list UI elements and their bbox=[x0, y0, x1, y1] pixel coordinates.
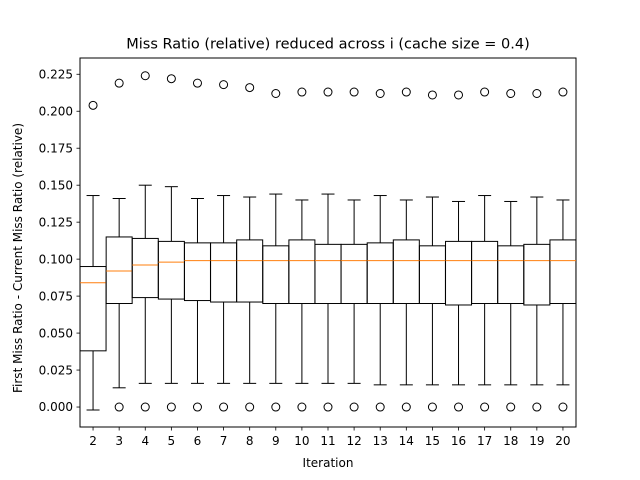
flier-point bbox=[532, 88, 542, 98]
flier-point bbox=[558, 402, 568, 412]
box bbox=[314, 243, 342, 305]
x-tick-label: 16 bbox=[451, 434, 466, 448]
flier-point bbox=[506, 402, 516, 412]
flier-point bbox=[454, 402, 464, 412]
flier-point bbox=[271, 402, 281, 412]
box bbox=[497, 245, 525, 305]
box bbox=[236, 239, 264, 303]
flier-point bbox=[192, 78, 202, 88]
x-tick-label: 4 bbox=[141, 434, 149, 448]
x-tick-label: 19 bbox=[529, 434, 544, 448]
y-tick-label: 0.200 bbox=[39, 104, 73, 118]
y-tick-label: 0.050 bbox=[39, 326, 73, 340]
x-tick-label: 10 bbox=[294, 434, 309, 448]
flier-point bbox=[166, 74, 176, 84]
flier-point bbox=[219, 402, 229, 412]
box bbox=[157, 240, 185, 300]
flier-point bbox=[375, 88, 385, 98]
x-tick-label: 9 bbox=[272, 434, 280, 448]
box bbox=[79, 266, 107, 352]
x-tick-label: 17 bbox=[477, 434, 492, 448]
box bbox=[210, 242, 238, 303]
flier-point bbox=[349, 402, 359, 412]
y-tick-label: 0.125 bbox=[39, 215, 73, 229]
x-tick-label: 6 bbox=[194, 434, 202, 448]
box bbox=[523, 243, 551, 306]
y-tick-label: 0.000 bbox=[39, 400, 73, 414]
y-tick-label: 0.175 bbox=[39, 141, 73, 155]
flier-point bbox=[375, 402, 385, 412]
flier-point bbox=[166, 402, 176, 412]
flier-point bbox=[532, 402, 542, 412]
flier-point bbox=[219, 80, 229, 90]
box bbox=[392, 239, 420, 305]
x-tick-label: 5 bbox=[168, 434, 176, 448]
x-axis-title: Iteration bbox=[303, 456, 354, 470]
x-tick-label: 2 bbox=[89, 434, 97, 448]
flier-point bbox=[427, 90, 437, 100]
flier-point bbox=[558, 87, 568, 97]
x-tick-label: 18 bbox=[503, 434, 518, 448]
y-tick-label: 0.150 bbox=[39, 178, 73, 192]
flier-point bbox=[349, 87, 359, 97]
x-tick-label: 20 bbox=[555, 434, 570, 448]
x-tick-label: 14 bbox=[399, 434, 414, 448]
x-tick-label: 15 bbox=[425, 434, 440, 448]
flier-point bbox=[480, 402, 490, 412]
flier-point bbox=[401, 402, 411, 412]
box bbox=[262, 245, 290, 305]
box bbox=[340, 243, 368, 305]
x-tick-label: 7 bbox=[220, 434, 228, 448]
flier-point bbox=[323, 87, 333, 97]
flier-point bbox=[114, 78, 124, 88]
x-tick-label: 12 bbox=[346, 434, 361, 448]
flier-point bbox=[271, 88, 281, 98]
flier-point bbox=[245, 83, 255, 93]
y-tick-label: 0.225 bbox=[39, 67, 73, 81]
x-tick-label: 13 bbox=[373, 434, 388, 448]
flier-point bbox=[140, 402, 150, 412]
plot-area: 0.000 0.025 0.050 0.075 0.100 0.125 0.150 0.175… bbox=[39, 57, 577, 448]
flier-point bbox=[88, 100, 98, 110]
flier-point bbox=[192, 402, 202, 412]
box bbox=[418, 245, 446, 305]
box bbox=[105, 236, 133, 305]
flier-point bbox=[401, 87, 411, 97]
box bbox=[471, 240, 499, 305]
y-tick-label: 0.075 bbox=[39, 289, 73, 303]
x-tick-label: 8 bbox=[246, 434, 254, 448]
flier-point bbox=[245, 402, 255, 412]
flier-point bbox=[323, 402, 333, 412]
flier-point bbox=[114, 402, 124, 412]
flier-point bbox=[140, 71, 150, 81]
y-axis-title: First Miss Ratio - Current Miss Ratio (r… bbox=[11, 123, 25, 393]
x-tick-label: 11 bbox=[320, 434, 335, 448]
box bbox=[366, 242, 394, 305]
box bbox=[131, 237, 159, 299]
chart-title: Miss Ratio (relative) reduced across i (… bbox=[126, 37, 530, 53]
box bbox=[445, 240, 473, 306]
flier-point bbox=[297, 87, 307, 97]
flier-point bbox=[427, 402, 437, 412]
flier-point bbox=[297, 402, 307, 412]
flier-point bbox=[454, 90, 464, 100]
flier-point bbox=[480, 87, 490, 97]
box bbox=[549, 239, 577, 305]
box bbox=[183, 242, 211, 302]
x-tick-label: 3 bbox=[115, 434, 123, 448]
box bbox=[288, 239, 316, 305]
y-tick-label: 0.025 bbox=[39, 363, 73, 377]
y-tick-label: 0.100 bbox=[39, 252, 73, 266]
flier-point bbox=[506, 88, 516, 98]
